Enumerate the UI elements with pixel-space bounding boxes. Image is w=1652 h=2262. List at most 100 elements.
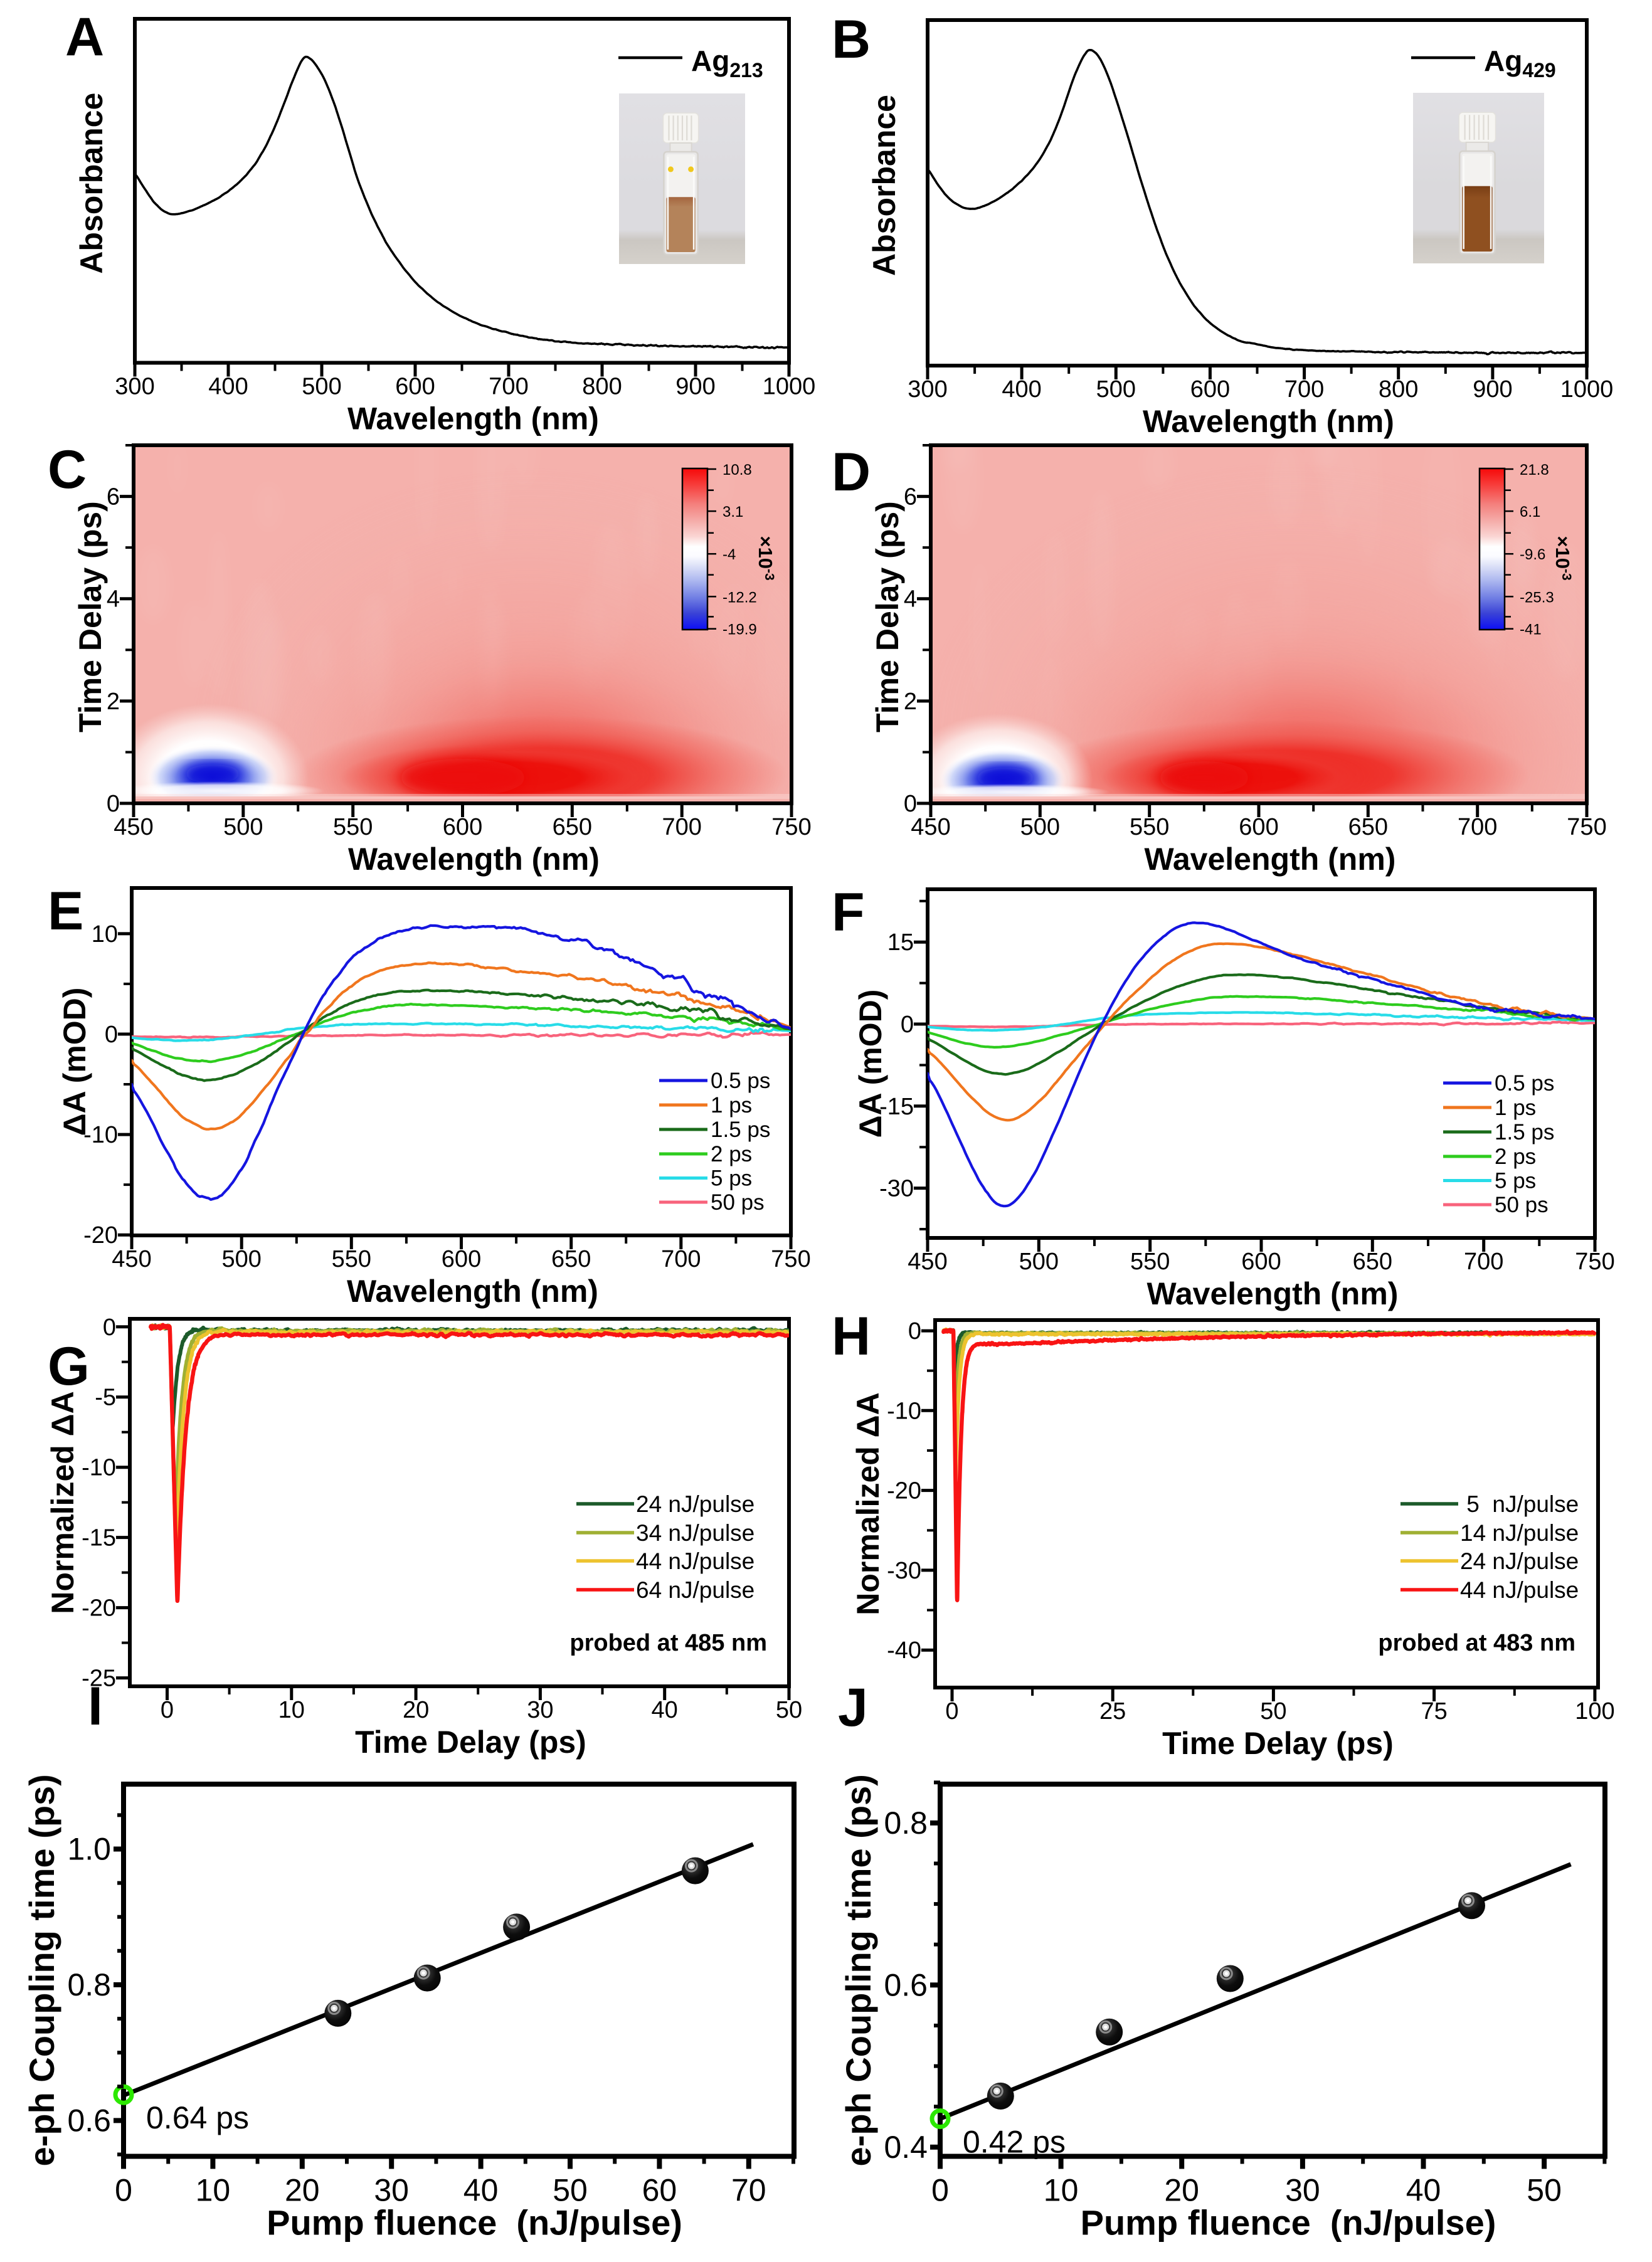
svg-text:700: 700 bbox=[661, 1246, 701, 1272]
svg-text:700: 700 bbox=[1458, 814, 1497, 840]
svg-text:20: 20 bbox=[1164, 2173, 1199, 2208]
svg-text:1000: 1000 bbox=[1560, 376, 1614, 403]
svg-text:450: 450 bbox=[114, 814, 153, 840]
svg-text:500: 500 bbox=[1019, 1249, 1059, 1275]
svg-text:450: 450 bbox=[908, 1249, 947, 1275]
svg-text:10: 10 bbox=[278, 1697, 305, 1723]
svg-text:C: C bbox=[48, 440, 87, 500]
svg-text:30: 30 bbox=[374, 2173, 409, 2208]
svg-text:0.6: 0.6 bbox=[67, 2103, 111, 2138]
svg-text:1.5 ps: 1.5 ps bbox=[711, 1118, 770, 1142]
svg-text:Pump fluence (nJ/pulse): Pump fluence (nJ/pulse) bbox=[267, 2203, 682, 2243]
svg-text:600: 600 bbox=[442, 1246, 481, 1272]
svg-text:H: H bbox=[832, 1306, 871, 1366]
svg-text:5 nJ/pulse: 5 nJ/pulse bbox=[1460, 1491, 1579, 1517]
svg-text:1000: 1000 bbox=[763, 374, 816, 400]
svg-text:Pump fluence (nJ/pulse): Pump fluence (nJ/pulse) bbox=[1081, 2203, 1496, 2243]
svg-text:900: 900 bbox=[675, 374, 715, 400]
svg-text:750: 750 bbox=[1575, 1249, 1614, 1275]
svg-text:700: 700 bbox=[489, 374, 528, 400]
svg-text:-10: -10 bbox=[83, 1122, 118, 1148]
svg-text:550: 550 bbox=[333, 814, 373, 840]
svg-text:750: 750 bbox=[771, 1246, 810, 1272]
svg-text:50 ps: 50 ps bbox=[711, 1190, 765, 1215]
svg-text:0: 0 bbox=[945, 1698, 958, 1725]
svg-text:0: 0 bbox=[105, 1022, 118, 1048]
svg-text:50: 50 bbox=[776, 1697, 802, 1723]
svg-text:0.4: 0.4 bbox=[884, 2130, 928, 2165]
svg-text:6: 6 bbox=[904, 484, 917, 510]
svg-text:0.5 ps: 0.5 ps bbox=[1495, 1071, 1554, 1096]
svg-text:650: 650 bbox=[1353, 1249, 1392, 1275]
svg-text:750: 750 bbox=[771, 814, 811, 840]
svg-text:550: 550 bbox=[1130, 814, 1169, 840]
svg-text:700: 700 bbox=[662, 814, 701, 840]
svg-text:Time Delay (ps): Time Delay (ps) bbox=[1162, 1726, 1394, 1761]
svg-text:Absorbance: Absorbance bbox=[74, 93, 109, 274]
svg-text:40: 40 bbox=[463, 2173, 499, 2208]
svg-text:probed at 483 nm: probed at 483 nm bbox=[1378, 1630, 1575, 1656]
svg-text:0.42 ps: 0.42 ps bbox=[963, 2125, 1066, 2160]
svg-text:0.8: 0.8 bbox=[884, 1805, 928, 1841]
svg-text:ΔA (mOD): ΔA (mOD) bbox=[853, 990, 888, 1138]
svg-text:450: 450 bbox=[112, 1246, 151, 1272]
svg-text:34 nJ/pulse: 34 nJ/pulse bbox=[636, 1520, 755, 1546]
svg-text:15: 15 bbox=[887, 929, 914, 956]
svg-text:J: J bbox=[838, 1678, 868, 1738]
svg-text:2 ps: 2 ps bbox=[711, 1142, 752, 1166]
svg-text:Normalized ΔA: Normalized ΔA bbox=[850, 1392, 886, 1615]
svg-text:-9.6: -9.6 bbox=[1520, 546, 1545, 563]
svg-text:5 ps: 5 ps bbox=[1495, 1169, 1536, 1193]
svg-text:10: 10 bbox=[92, 921, 118, 948]
svg-text:50: 50 bbox=[1527, 2173, 1562, 2208]
svg-text:2: 2 bbox=[107, 689, 120, 715]
svg-text:44 nJ/pulse: 44 nJ/pulse bbox=[636, 1548, 755, 1574]
svg-text:G: G bbox=[48, 1336, 90, 1397]
svg-text:Wavelength (nm): Wavelength (nm) bbox=[348, 842, 600, 877]
svg-text:500: 500 bbox=[302, 374, 341, 400]
svg-text:550: 550 bbox=[1130, 1249, 1170, 1275]
svg-text:I: I bbox=[88, 1676, 103, 1736]
svg-text:0: 0 bbox=[115, 2173, 132, 2208]
svg-text:0: 0 bbox=[107, 791, 120, 817]
svg-text:450: 450 bbox=[911, 814, 950, 840]
svg-text:-20: -20 bbox=[83, 1222, 118, 1249]
svg-text:600: 600 bbox=[1190, 376, 1230, 403]
svg-text:40: 40 bbox=[1406, 2173, 1441, 2208]
svg-text:400: 400 bbox=[1002, 376, 1041, 403]
svg-text:30: 30 bbox=[527, 1697, 553, 1723]
svg-text:300: 300 bbox=[908, 376, 947, 403]
svg-text:0.64 ps: 0.64 ps bbox=[146, 2100, 249, 2135]
svg-text:Wavelength (nm): Wavelength (nm) bbox=[1143, 404, 1394, 439]
svg-text:A: A bbox=[65, 7, 104, 67]
svg-text:-15: -15 bbox=[879, 1094, 914, 1120]
svg-text:3.1: 3.1 bbox=[723, 504, 743, 521]
svg-text:1.0: 1.0 bbox=[67, 1832, 111, 1867]
svg-text:25: 25 bbox=[1099, 1698, 1126, 1725]
svg-text:0: 0 bbox=[161, 1697, 174, 1723]
svg-text:500: 500 bbox=[223, 814, 263, 840]
svg-text:5 ps: 5 ps bbox=[711, 1166, 752, 1191]
svg-text:400: 400 bbox=[208, 374, 248, 400]
svg-text:Wavelength (nm): Wavelength (nm) bbox=[1147, 1276, 1399, 1311]
svg-text:50: 50 bbox=[1260, 1698, 1286, 1725]
svg-text:500: 500 bbox=[1020, 814, 1060, 840]
svg-text:-12.2: -12.2 bbox=[723, 589, 757, 606]
svg-text:60: 60 bbox=[642, 2173, 677, 2208]
svg-text:ΔA (mOD): ΔA (mOD) bbox=[57, 988, 92, 1136]
svg-text:2: 2 bbox=[904, 689, 917, 715]
svg-text:50: 50 bbox=[553, 2173, 588, 2208]
svg-text:40: 40 bbox=[652, 1697, 678, 1723]
svg-text:44 nJ/pulse: 44 nJ/pulse bbox=[1460, 1577, 1579, 1603]
svg-text:-5: -5 bbox=[95, 1385, 116, 1411]
svg-text:Wavelength (nm): Wavelength (nm) bbox=[347, 1274, 598, 1309]
svg-text:600: 600 bbox=[1241, 1249, 1281, 1275]
svg-text:-10: -10 bbox=[82, 1455, 116, 1481]
svg-text:B: B bbox=[832, 9, 871, 70]
svg-text:4: 4 bbox=[107, 586, 120, 613]
svg-text:0.8: 0.8 bbox=[67, 1967, 111, 2002]
svg-text:0.6: 0.6 bbox=[884, 1967, 928, 2002]
svg-text:600: 600 bbox=[1239, 814, 1278, 840]
svg-text:0: 0 bbox=[904, 791, 917, 817]
svg-text:24 nJ/pulse: 24 nJ/pulse bbox=[636, 1491, 755, 1517]
